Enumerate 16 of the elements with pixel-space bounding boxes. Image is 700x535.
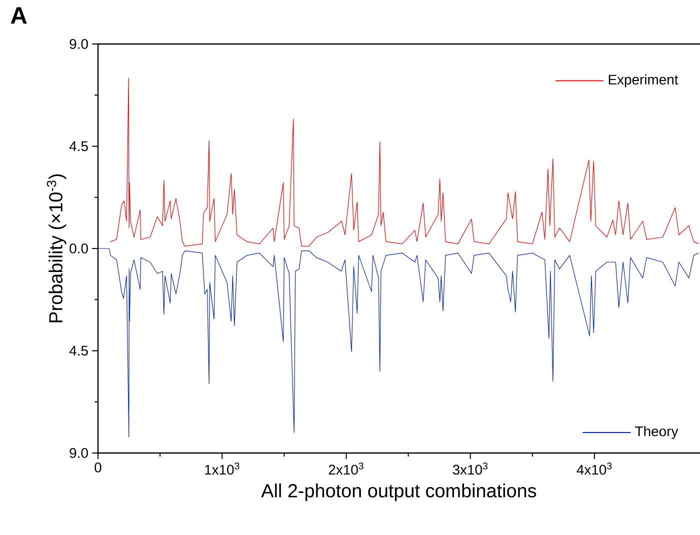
x-tick-label: 2x10$^{3}$ (328, 462, 364, 475)
line-series (98, 248, 700, 438)
y-axis-title: Probability (×10$^{-3}$) (46, 174, 66, 322)
text: A (10, 7, 27, 24)
x-tick-label: 3x10$^{3}$ (452, 462, 488, 475)
x-tick-label: 1x10$^{3}$ (205, 462, 240, 475)
x-axis-title: All 2-photon output combinations (261, 484, 536, 502)
y-tick-label: 9.0 (70, 448, 88, 458)
legend-label: Experiment (608, 74, 678, 88)
legend-label: Theory (635, 426, 678, 440)
y-tick-label: 0.0 (70, 244, 88, 254)
y-tick-label: 4.5 (69, 346, 88, 356)
x-tick-label: 4x10$^{3}$ (576, 462, 612, 475)
y-tick-label: 4.5 (69, 141, 88, 152)
y-tick-label: 9.0 (70, 39, 88, 49)
x-tick-label: 0 (94, 462, 102, 472)
